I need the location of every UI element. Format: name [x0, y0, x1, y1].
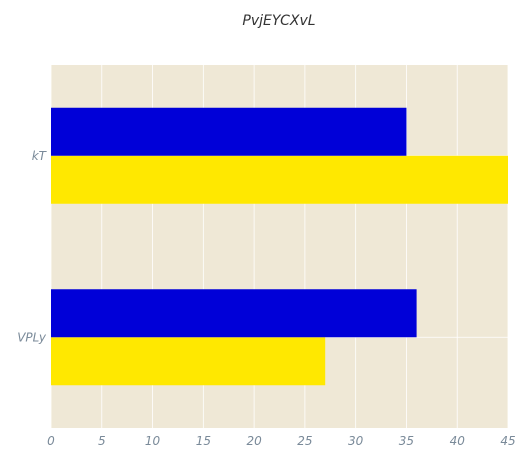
- y-tick-label: VPLy: [17, 330, 47, 344]
- x-tick-label: 5: [98, 434, 106, 448]
- bar-series-0-vply: [51, 337, 326, 386]
- x-tick-label: 35: [399, 434, 414, 448]
- x-tick-label: 25: [297, 434, 312, 448]
- bar-series-0-kt: [51, 155, 508, 204]
- bar-series-1-vply: [51, 289, 417, 338]
- x-tick-label: 45: [500, 434, 515, 448]
- bar-series-1-kt: [51, 107, 407, 156]
- x-tick-label: 0: [47, 434, 55, 448]
- x-tick-label: 10: [145, 434, 161, 448]
- x-axis-ticks: 0 5 10 15 20 25 30 35 40 45: [47, 434, 515, 448]
- y-tick-label: kT: [32, 149, 48, 163]
- y-axis-ticks: VPLy kT: [17, 149, 47, 345]
- x-tick-label: 15: [196, 434, 211, 448]
- x-tick-label: 30: [348, 434, 364, 448]
- bars: [51, 107, 508, 386]
- x-tick-label: 40: [450, 434, 466, 448]
- chart-title: PvjEYCXvL: [242, 13, 315, 29]
- x-tick-label: 20: [246, 434, 262, 448]
